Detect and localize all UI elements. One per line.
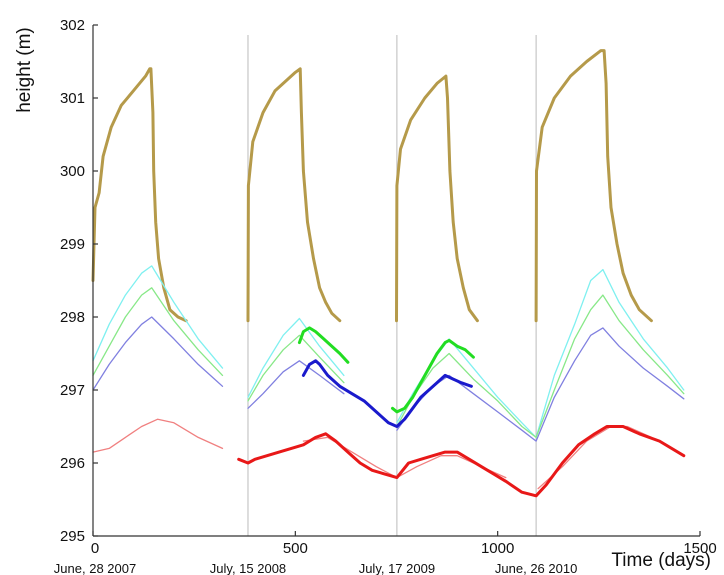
axes bbox=[92, 25, 700, 537]
date-label: July, 15 2008 bbox=[210, 561, 286, 575]
date-label: June, 26 2010 bbox=[495, 561, 577, 575]
y-tick-label: 297 bbox=[60, 382, 85, 399]
y-ticks: 295 296 297 298 299 300 301 302 bbox=[60, 17, 98, 545]
series-line bbox=[93, 51, 684, 321]
date-marker-lines bbox=[247, 35, 537, 536]
x-tick-label: 0 bbox=[91, 540, 99, 557]
x-tick-label: 1500 bbox=[683, 540, 716, 557]
series-line bbox=[93, 419, 684, 488]
date-label: June, 28 2007 bbox=[54, 561, 136, 575]
series-group bbox=[92, 51, 686, 498]
y-tick-label: 299 bbox=[60, 236, 85, 253]
x-tick-label: 1000 bbox=[481, 540, 514, 557]
y-tick-label: 295 bbox=[60, 528, 85, 545]
series-line bbox=[301, 359, 473, 428]
y-tick-label: 300 bbox=[60, 163, 85, 180]
y-tick-label: 298 bbox=[60, 309, 85, 326]
y-tick-label: 301 bbox=[60, 90, 85, 107]
y-axis-title: height (m) bbox=[14, 27, 35, 113]
x-tick-label: 500 bbox=[283, 540, 308, 557]
series-line bbox=[297, 326, 475, 414]
date-label: July, 17 2009 bbox=[359, 561, 435, 575]
series-line bbox=[92, 265, 685, 439]
x-ticks: 0 500 1000 1500 bbox=[91, 531, 717, 557]
x-axis-title: Time (days) bbox=[611, 550, 711, 571]
series-line bbox=[92, 287, 685, 439]
series-line bbox=[237, 425, 686, 498]
date-labels: June, 28 2007 July, 15 2008 July, 17 2009 J… bbox=[54, 561, 578, 575]
y-tick-label: 302 bbox=[60, 17, 85, 34]
y-tick-label: 296 bbox=[60, 455, 85, 472]
